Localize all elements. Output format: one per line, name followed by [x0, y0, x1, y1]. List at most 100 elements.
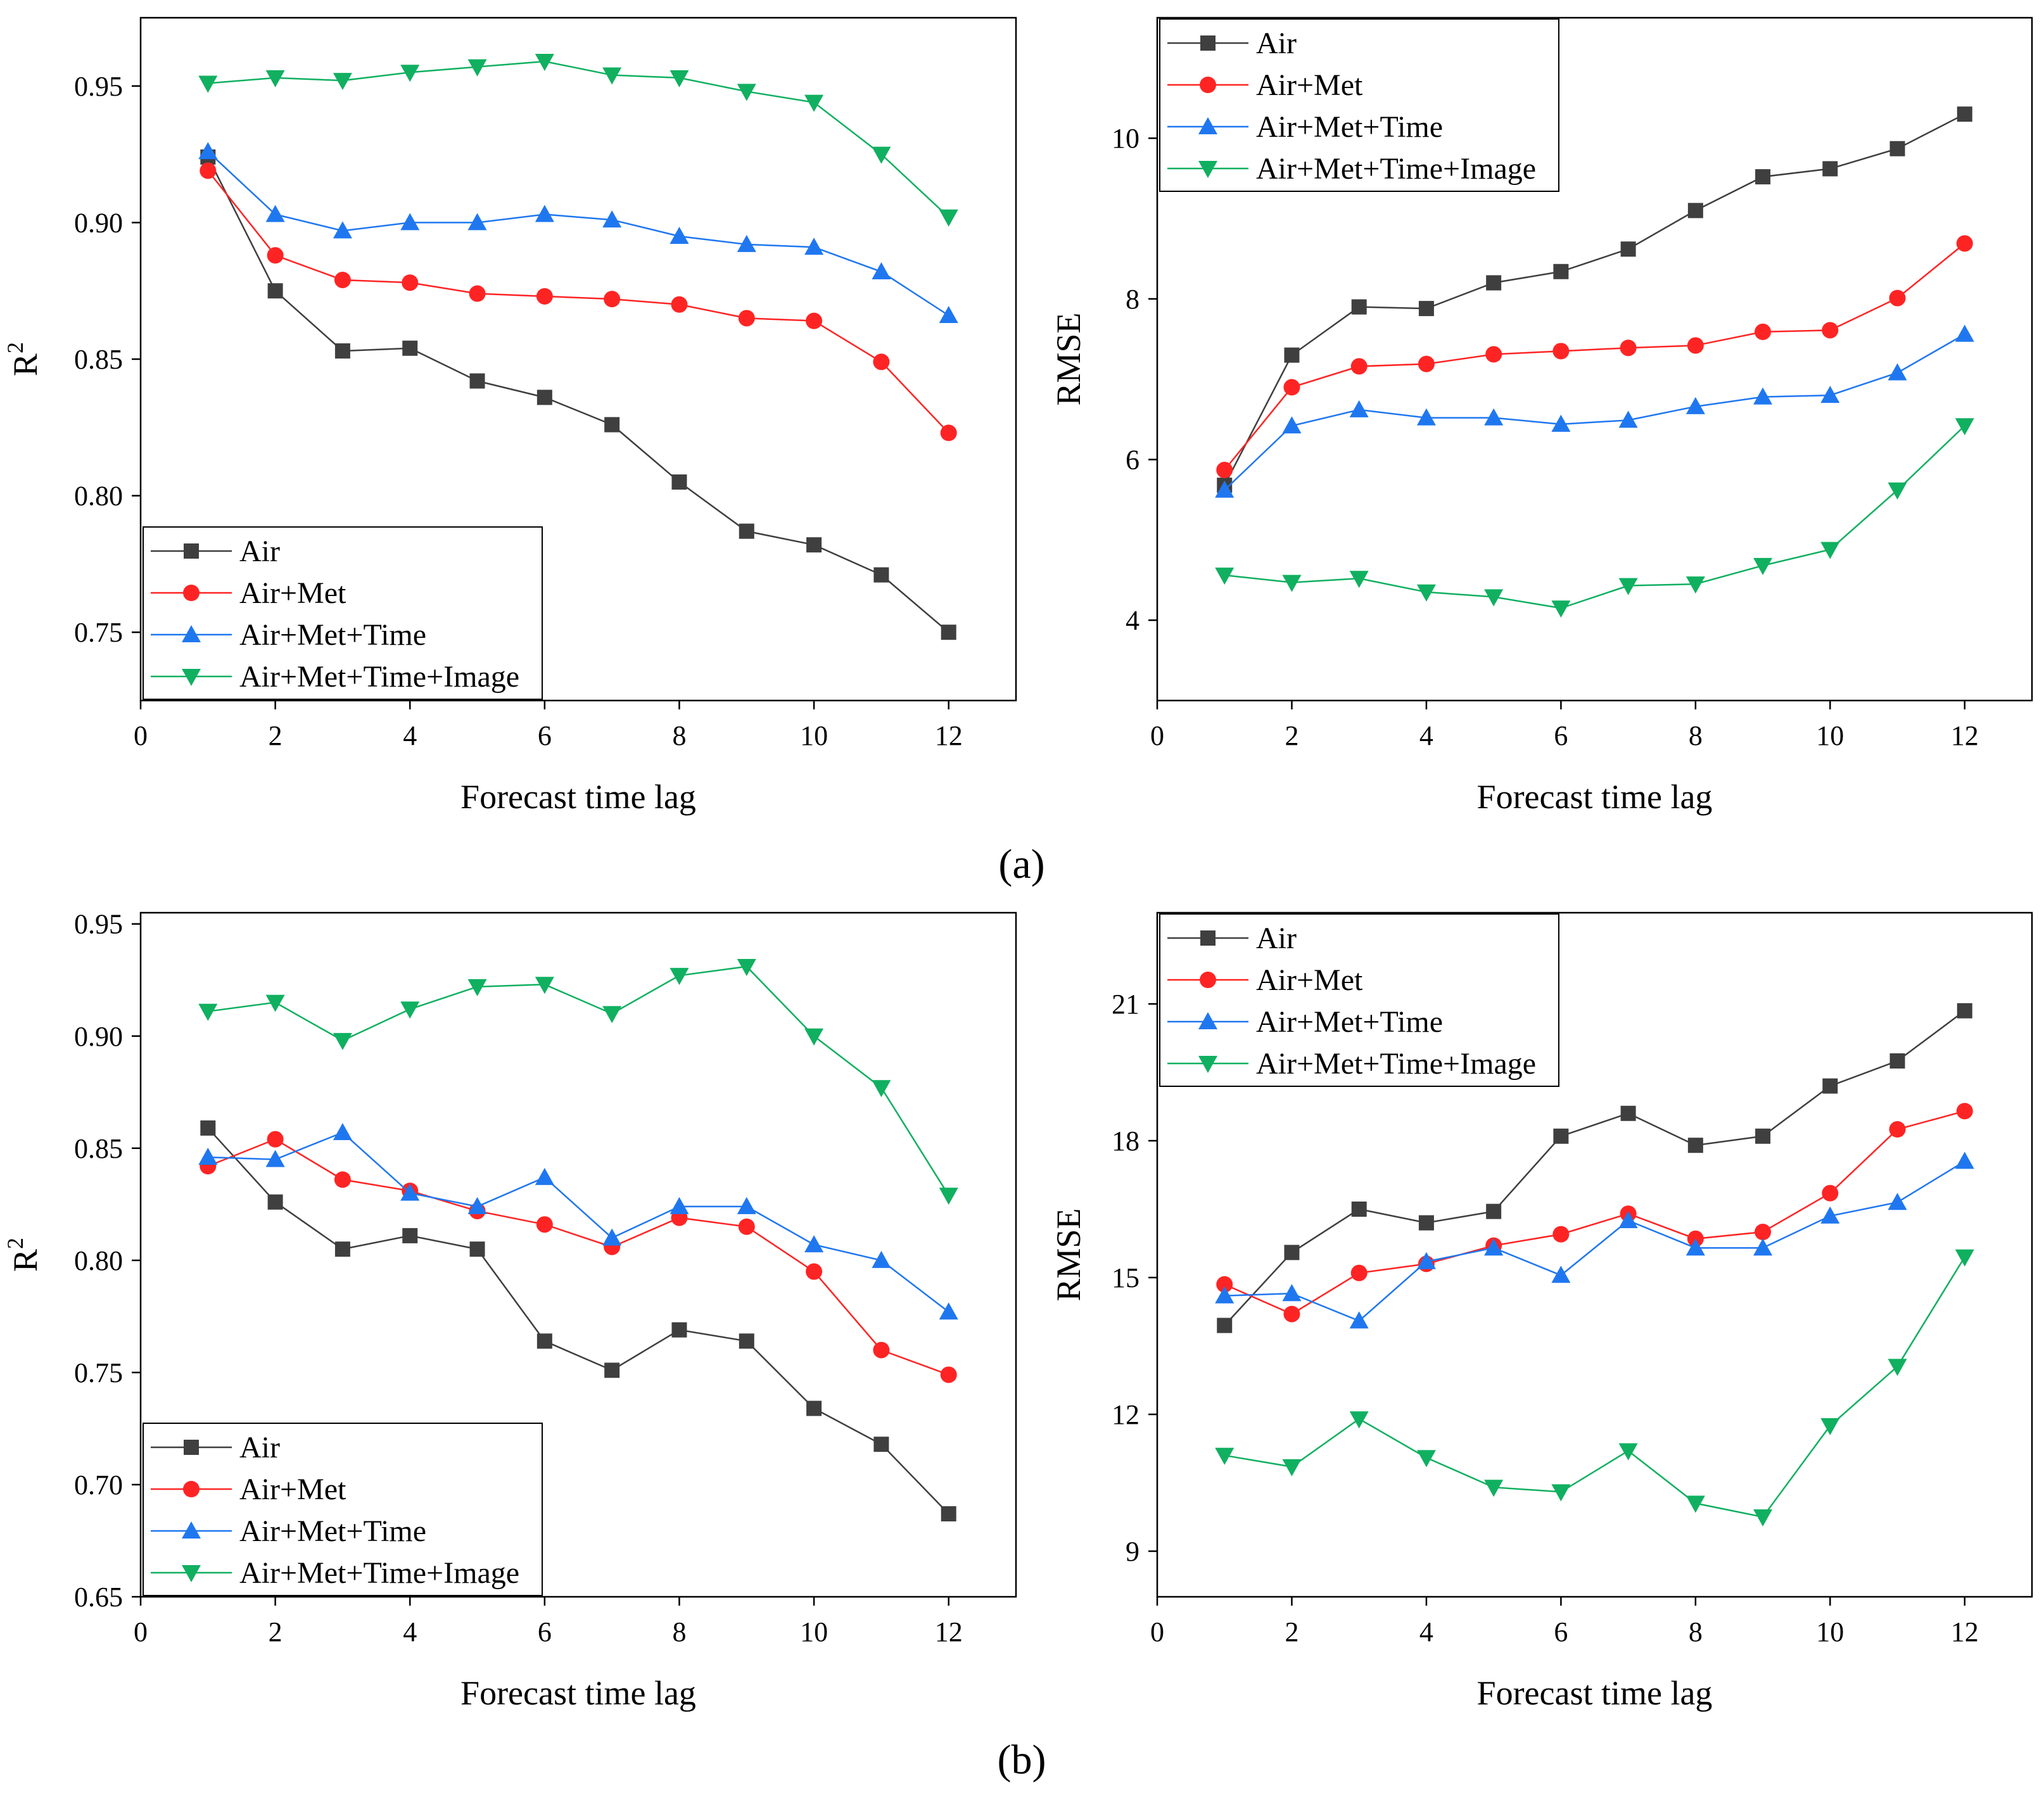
data-point: [1755, 323, 1772, 340]
legend-entry-air: Air: [151, 1431, 280, 1464]
data-point: [739, 1333, 754, 1349]
y-tick-label: 6: [1126, 445, 1139, 476]
data-point: [1822, 1184, 1839, 1202]
data-point: [1485, 346, 1502, 363]
data-point: [536, 288, 553, 305]
data-point: [469, 373, 485, 389]
x-tick-label: 10: [1816, 1616, 1844, 1647]
legend-label: Air+Met+Time+Image: [1256, 1047, 1536, 1081]
series-air-met-time: [1215, 1152, 1974, 1329]
legend: Air Air+Met Air+Met+Time Air+Met+Time+Image: [1159, 18, 1559, 192]
data-point: [804, 238, 824, 255]
data-point: [1620, 241, 1636, 257]
y-tick-label: 0.75: [74, 617, 123, 648]
x-tick-label: 2: [1285, 1616, 1298, 1647]
x-tick-label: 8: [1689, 720, 1703, 751]
data-point: [1822, 161, 1838, 177]
data-point: [1685, 576, 1705, 594]
data-point: [1755, 169, 1771, 185]
x-tick-label: 4: [1419, 1616, 1433, 1647]
data-point: [535, 977, 554, 994]
legend-marker: [182, 625, 201, 642]
data-point: [1620, 339, 1637, 357]
series-air-met-time-image: [198, 53, 958, 227]
x-tick-label: 4: [1419, 720, 1433, 751]
legend-marker: [184, 1440, 199, 1455]
data-point: [737, 84, 756, 101]
data-point: [941, 625, 956, 640]
data-point: [604, 291, 621, 308]
data-point: [604, 417, 620, 433]
series-line: [1224, 113, 1965, 486]
data-point: [267, 247, 284, 264]
legend-marker: [1200, 35, 1216, 51]
legend-marker: [1198, 161, 1217, 178]
legend: Air Air+Met Air+Met+Time Air+Met+Time+Image: [143, 1423, 543, 1596]
y-tick-label: 0.85: [74, 344, 123, 375]
legend-label: Air: [1256, 922, 1297, 955]
data-point: [1551, 600, 1571, 618]
data-point: [1822, 1078, 1838, 1094]
y-tick-label: 18: [1112, 1126, 1139, 1157]
data-point: [467, 59, 487, 77]
data-point: [670, 70, 689, 87]
x-tick-label: 12: [935, 1616, 963, 1647]
data-point: [1957, 1003, 1972, 1018]
legend-entry-air-met-time-image: Air+Met+Time+Image: [1167, 152, 1536, 186]
data-point: [939, 209, 958, 227]
legend-label: Air+Met+Time: [1256, 1005, 1443, 1039]
data-point: [1888, 482, 1907, 500]
data-point: [804, 94, 824, 112]
data-point: [333, 1123, 352, 1141]
panel-label-b: (b): [998, 1737, 1046, 1783]
data-point: [873, 567, 889, 583]
data-point: [334, 1171, 351, 1188]
x-tick-label: 2: [1285, 720, 1298, 751]
data-point: [1484, 589, 1504, 607]
legend-marker: [184, 543, 199, 559]
data-point: [1955, 418, 1974, 436]
data-point: [1820, 1418, 1840, 1435]
data-point: [267, 1131, 284, 1148]
data-point: [1282, 1284, 1302, 1302]
data-point: [940, 424, 957, 441]
data-point: [1552, 1226, 1570, 1243]
y-tick-label: 0.90: [74, 207, 123, 238]
series-air-met-time-image: [198, 958, 958, 1205]
data-point: [1284, 1245, 1300, 1260]
data-point: [265, 1150, 285, 1167]
data-point: [469, 1241, 485, 1257]
data-point: [1956, 1103, 1973, 1120]
x-tick-label: 8: [672, 1616, 686, 1647]
data-point: [198, 75, 218, 93]
x-tick-label: 2: [269, 1616, 282, 1647]
data-point: [1418, 301, 1434, 317]
series-line: [207, 151, 949, 317]
legend-label: Air: [239, 1431, 280, 1464]
data-point: [939, 1302, 958, 1320]
data-point: [806, 1263, 823, 1280]
y-tick-label: 9: [1126, 1536, 1139, 1567]
series-air-met: [200, 1131, 957, 1383]
data-point: [1282, 416, 1302, 434]
y-tick-label: 0.80: [74, 1245, 123, 1276]
data-point: [1687, 203, 1703, 219]
data-point: [737, 234, 756, 252]
data-point: [1551, 414, 1571, 432]
data-point: [1215, 480, 1235, 498]
data-point: [1282, 1459, 1302, 1476]
panel-label-a: (a): [998, 841, 1044, 887]
data-point: [400, 65, 420, 82]
data-point: [1888, 1359, 1907, 1376]
legend-entry-air: Air: [1167, 922, 1297, 955]
data-point: [267, 1194, 283, 1210]
legend-entry-air-met-time-image: Air+Met+Time+Image: [1167, 1047, 1536, 1081]
data-point: [1216, 1276, 1233, 1293]
data-point: [1486, 275, 1502, 291]
data-point: [1418, 1215, 1434, 1231]
data-point: [1416, 1450, 1436, 1468]
legend-label: Air+Met: [239, 1473, 346, 1506]
legend-entry-air: Air: [1167, 27, 1297, 60]
data-point: [265, 994, 285, 1012]
data-point: [602, 67, 622, 85]
